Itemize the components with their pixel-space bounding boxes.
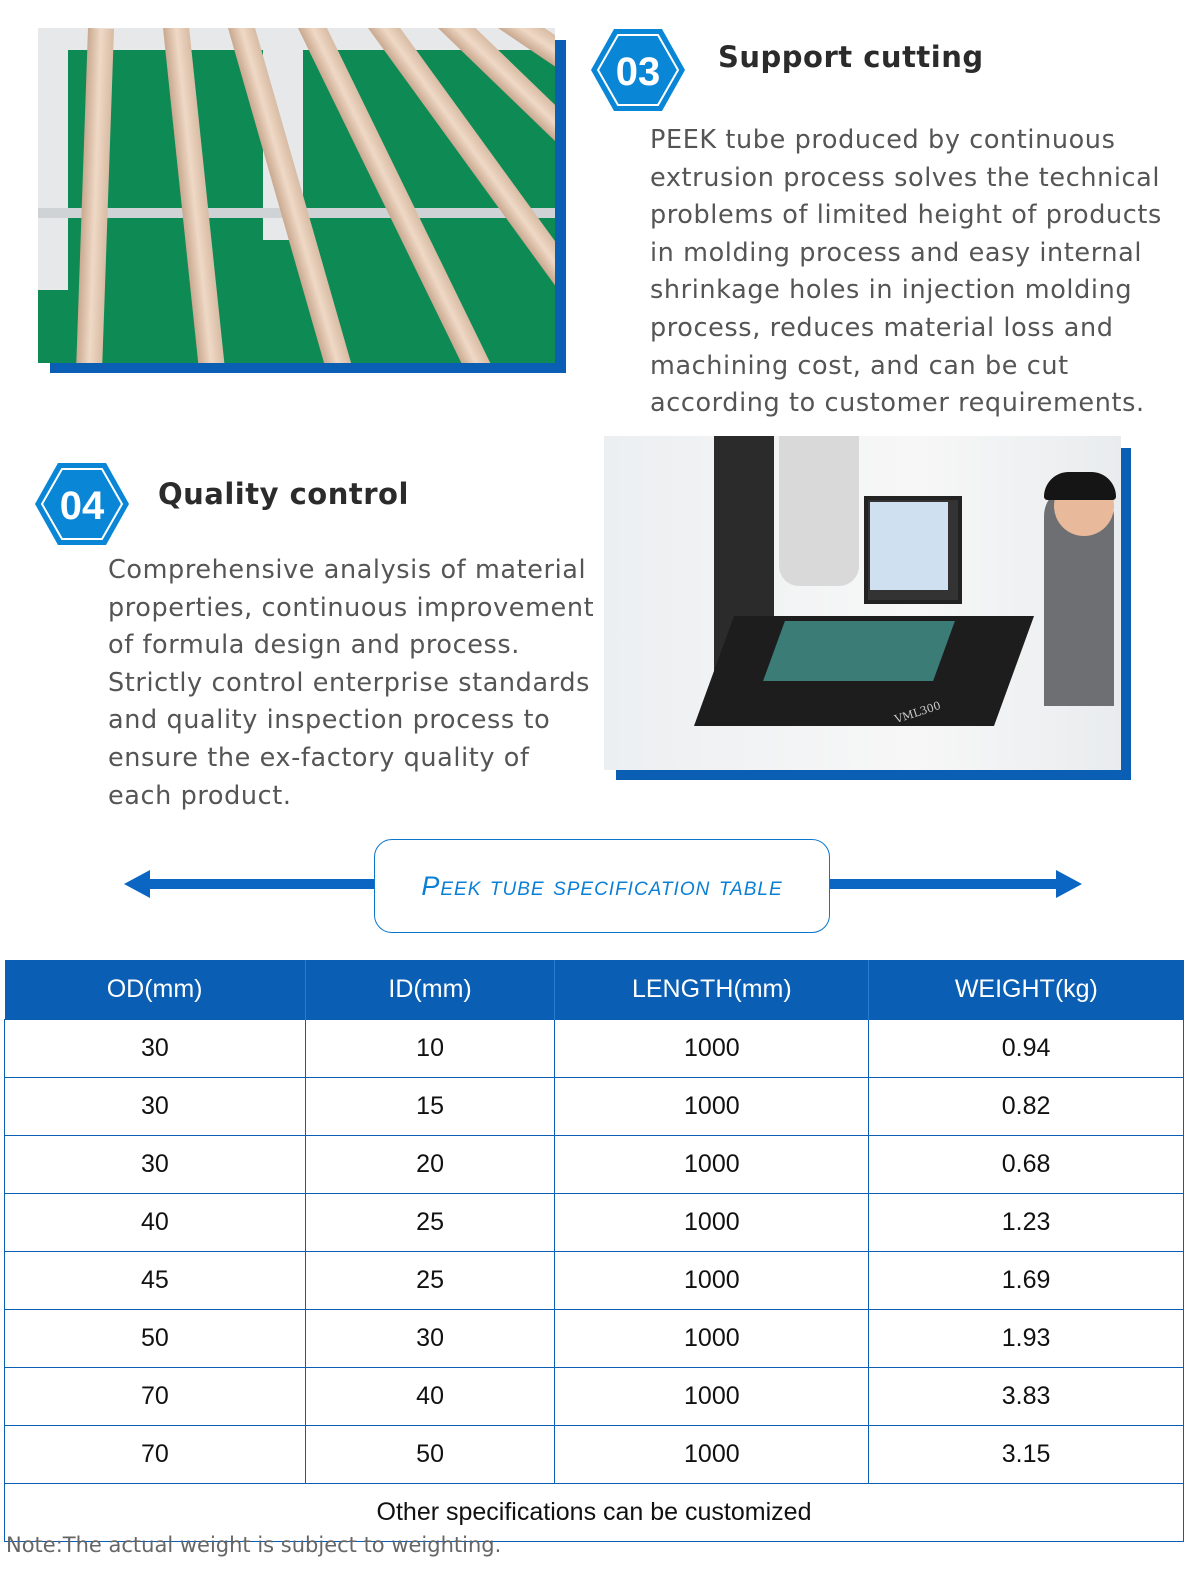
table-row: 40 25 1000 1.23 xyxy=(4,1193,1184,1252)
cell-od: 70 xyxy=(4,1367,306,1426)
table-row: 70 50 1000 3.15 xyxy=(4,1425,1184,1484)
cell-id: 20 xyxy=(304,1135,556,1194)
cell-od: 30 xyxy=(4,1135,306,1194)
cell-weight: 1.23 xyxy=(868,1193,1184,1252)
table-footer-row: Other specifications can be customized xyxy=(4,1483,1184,1542)
cell-od: 30 xyxy=(4,1077,306,1136)
cell-weight: 1.69 xyxy=(868,1251,1184,1310)
cell-id: 25 xyxy=(304,1251,556,1310)
cell-id: 40 xyxy=(304,1367,556,1426)
spec-table: OD(mm) ID(mm) LENGTH(mm) WEIGHT(kg) 30 10… xyxy=(4,960,1184,1542)
table-row: 50 30 1000 1.93 xyxy=(4,1309,1184,1368)
inspection-machine-photo: VML300 xyxy=(604,436,1121,770)
cell-weight: 0.94 xyxy=(868,1019,1184,1078)
header-weight: WEIGHT(kg) xyxy=(868,960,1184,1020)
cell-length: 1000 xyxy=(554,1309,870,1368)
step-number: 03 xyxy=(616,50,661,94)
table-header-row: OD(mm) ID(mm) LENGTH(mm) WEIGHT(kg) xyxy=(4,960,1184,1020)
cell-id: 25 xyxy=(304,1193,556,1252)
cell-weight: 3.83 xyxy=(868,1367,1184,1426)
section-title: Support cutting xyxy=(718,40,984,74)
left-arrow xyxy=(146,879,376,889)
table-row: 30 15 1000 0.82 xyxy=(4,1077,1184,1136)
cell-od: 45 xyxy=(4,1251,306,1310)
right-arrow xyxy=(828,879,1058,889)
cell-od: 40 xyxy=(4,1193,306,1252)
cell-length: 1000 xyxy=(554,1425,870,1484)
cell-od: 30 xyxy=(4,1019,306,1078)
cell-length: 1000 xyxy=(554,1019,870,1078)
cell-weight: 0.82 xyxy=(868,1077,1184,1136)
section-title: Quality control xyxy=(158,477,409,511)
cell-id: 30 xyxy=(304,1309,556,1368)
header-od: OD(mm) xyxy=(4,960,306,1020)
weight-note: Note:The actual weight is subject to wei… xyxy=(6,1533,502,1557)
cell-weight: 3.15 xyxy=(868,1425,1184,1484)
custom-spec-note: Other specifications can be customized xyxy=(4,1483,1184,1542)
cell-length: 1000 xyxy=(554,1077,870,1136)
header-length: LENGTH(mm) xyxy=(554,960,870,1020)
cell-length: 1000 xyxy=(554,1135,870,1194)
peek-rods-photo xyxy=(38,28,555,363)
cell-id: 50 xyxy=(304,1425,556,1484)
cell-length: 1000 xyxy=(554,1367,870,1426)
cell-weight: 1.93 xyxy=(868,1309,1184,1368)
cell-length: 1000 xyxy=(554,1193,870,1252)
step-number: 04 xyxy=(60,484,105,528)
table-row: 30 10 1000 0.94 xyxy=(4,1019,1184,1078)
banner-title: Peek tube specification table xyxy=(421,870,783,901)
table-row: 30 20 1000 0.68 xyxy=(4,1135,1184,1194)
section-text: PEEK tube produced by continuous extrusi… xyxy=(650,125,1162,419)
cell-length: 1000 xyxy=(554,1251,870,1310)
spec-table-banner: Peek tube specification table xyxy=(374,839,830,933)
section-text: Comprehensive analysis of material prope… xyxy=(108,555,595,811)
step-04-hexagon-icon: 04 xyxy=(34,461,130,547)
step-03-hexagon-icon: 03 xyxy=(590,27,686,113)
cell-weight: 0.68 xyxy=(868,1135,1184,1194)
cell-od: 70 xyxy=(4,1425,306,1484)
right-arrow-head-icon xyxy=(1056,870,1082,898)
cell-id: 10 xyxy=(304,1019,556,1078)
table-row: 70 40 1000 3.83 xyxy=(4,1367,1184,1426)
left-arrow-head-icon xyxy=(124,870,150,898)
cell-od: 50 xyxy=(4,1309,306,1368)
cell-id: 15 xyxy=(304,1077,556,1136)
header-id: ID(mm) xyxy=(305,960,556,1020)
table-row: 45 25 1000 1.69 xyxy=(4,1251,1184,1310)
